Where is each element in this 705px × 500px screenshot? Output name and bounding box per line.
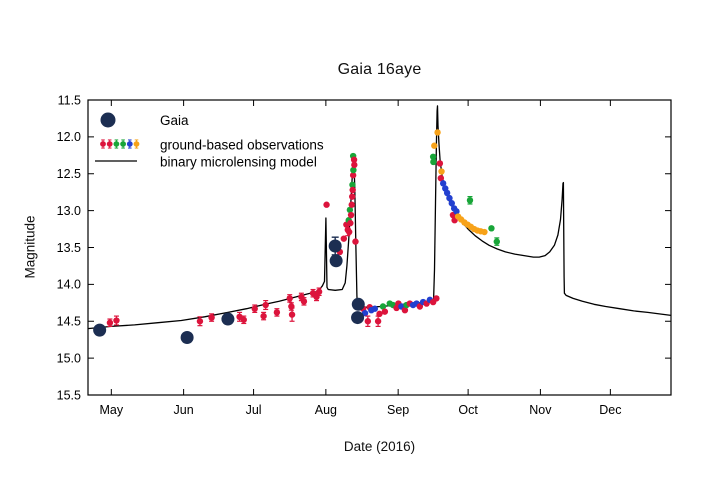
- legend-gaia-marker: [100, 112, 116, 128]
- ground-point: [113, 317, 120, 324]
- ground-point: [340, 235, 348, 242]
- ground-point: [300, 298, 308, 305]
- ground-point: [262, 301, 269, 309]
- ground-point: [364, 318, 372, 325]
- ground-point: [431, 142, 438, 149]
- ground-point: [448, 200, 455, 207]
- y-tick-label: 12.0: [57, 130, 81, 144]
- ground-point: [381, 308, 389, 315]
- ground-point: [288, 303, 295, 310]
- ground-point: [401, 306, 409, 314]
- ground-point: [349, 181, 356, 189]
- x-tick-label: Sep: [387, 403, 409, 417]
- ground-point: [446, 194, 453, 202]
- y-tick-label: 13.5: [57, 241, 81, 255]
- legend-label-model: binary microlensing model: [160, 155, 317, 170]
- ground-point: [350, 156, 358, 163]
- ground-point: [443, 189, 451, 197]
- ground-point: [488, 225, 495, 232]
- ground-point: [433, 295, 440, 302]
- ground-point: [288, 311, 296, 318]
- ground-point: [323, 201, 330, 208]
- ground-point: [439, 180, 447, 187]
- ground-point: [351, 161, 358, 169]
- ground-point: [106, 319, 114, 326]
- gaia-point: [93, 323, 107, 337]
- y-tick-label: 13.0: [57, 204, 81, 218]
- ground-point: [493, 238, 500, 245]
- gaia-point: [221, 312, 235, 326]
- gaia-point: [180, 330, 194, 344]
- gaia-point: [351, 311, 365, 325]
- ground-point: [481, 228, 488, 236]
- ground-point: [286, 295, 293, 302]
- y-tick-label: 15.5: [57, 388, 81, 402]
- y-tick-label: 14.5: [57, 315, 81, 329]
- legend-ground-marker: [133, 141, 140, 147]
- ground-point: [240, 316, 247, 323]
- ground-point: [349, 193, 356, 200]
- x-tick-label: Jul: [246, 403, 262, 417]
- y-tick-label: 12.5: [57, 167, 81, 181]
- legend-label-gaia: Gaia: [160, 113, 189, 128]
- legend-ground-marker: [106, 141, 113, 147]
- ground-point: [430, 158, 437, 166]
- ground-point: [251, 305, 258, 312]
- y-tick-label: 15.0: [57, 351, 81, 365]
- ground-point: [371, 305, 379, 312]
- x-tick-label: Jun: [174, 403, 194, 417]
- x-tick-label: Nov: [529, 403, 552, 417]
- ground-point: [352, 238, 359, 245]
- ground-point: [416, 303, 424, 310]
- ground-point: [345, 228, 353, 236]
- legend-ground-marker: [120, 141, 126, 147]
- ground-point: [208, 314, 215, 321]
- ground-point: [196, 318, 204, 325]
- legend-ground-marker: [113, 141, 120, 147]
- chart-title: Gaia 16aye: [337, 61, 422, 78]
- ground-point: [348, 201, 355, 208]
- ground-point: [453, 208, 460, 215]
- ground-point: [374, 318, 382, 325]
- x-tick-label: Dec: [599, 403, 621, 417]
- ground-point: [347, 219, 354, 227]
- ground-point: [347, 211, 355, 219]
- gaia-point: [328, 239, 342, 253]
- legend-label-ground: ground-based observations: [160, 138, 324, 153]
- ground-point: [434, 129, 441, 136]
- ground-point: [466, 197, 474, 204]
- ground-point: [376, 310, 383, 318]
- ground-point: [429, 153, 437, 160]
- ground-point: [438, 168, 445, 175]
- ground-point: [350, 166, 357, 174]
- ground-point: [379, 303, 387, 310]
- ground-point: [315, 288, 323, 295]
- ground-point: [273, 309, 281, 316]
- gaia-point: [351, 297, 365, 311]
- legend-ground-marker: [100, 141, 106, 147]
- legend-ground-marker: [126, 141, 133, 147]
- y-tick-label: 14.0: [57, 278, 81, 292]
- gaia-point: [329, 254, 343, 268]
- ground-point: [437, 174, 445, 182]
- x-tick-label: Oct: [458, 403, 478, 417]
- x-tick-label: May: [100, 403, 124, 417]
- ground-point: [349, 172, 357, 179]
- ground-point: [260, 312, 267, 320]
- x-axis-label: Date (2016): [343, 439, 416, 454]
- ground-point: [436, 160, 444, 167]
- ground-point: [361, 309, 369, 317]
- x-tick-label: Aug: [315, 403, 337, 417]
- y-tick-label: 11.5: [58, 93, 81, 107]
- ground-point: [346, 206, 354, 214]
- ground-point: [349, 186, 356, 194]
